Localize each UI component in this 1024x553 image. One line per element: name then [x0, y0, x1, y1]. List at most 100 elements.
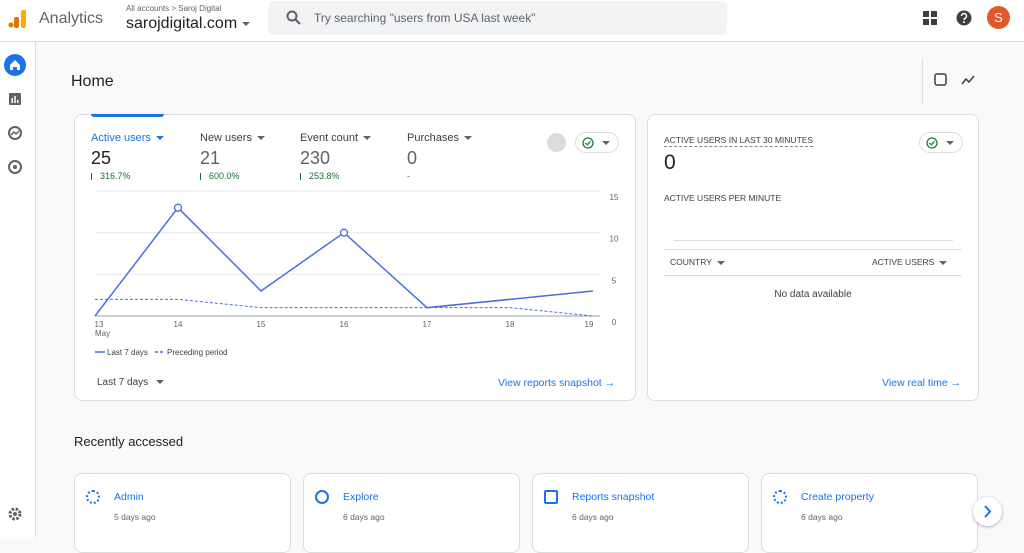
metric-change: -	[407, 171, 410, 181]
column-header[interactable]: COUNTRY	[670, 257, 725, 267]
caret	[939, 260, 948, 265]
label: Event count	[300, 132, 359, 144]
insights-icon[interactable]	[547, 133, 566, 152]
link-text: View reports snapshot	[498, 377, 602, 389]
help-icon[interactable]	[956, 10, 972, 26]
x-tick-label: 15	[257, 320, 266, 329]
recent-time: 5 days ago	[114, 512, 156, 522]
search-icon	[286, 10, 301, 25]
logo	[8, 10, 26, 28]
metric-value: 230	[300, 148, 331, 168]
recent-name: Create property	[801, 491, 874, 503]
x-month-label: May	[95, 329, 110, 338]
x-tick-label: 14	[174, 320, 183, 329]
recent-name: Reports snapshot	[572, 491, 655, 503]
metric-change: 316.7%	[91, 171, 164, 181]
metric[interactable]: Purchases 0 -	[407, 132, 472, 181]
col: COUNTRY	[670, 257, 712, 267]
realtime-subtitle: ACTIVE USERS PER MINUTE	[664, 193, 782, 203]
chevron	[984, 505, 992, 518]
metric-label: Event count	[300, 132, 372, 144]
check-icon	[582, 137, 594, 149]
avatar[interactable]: S	[987, 6, 1010, 29]
x-tick-label: 13	[95, 320, 104, 329]
label: New users	[200, 132, 252, 144]
status-chip[interactable]	[919, 132, 963, 153]
realtime-link[interactable]: View real time →	[882, 377, 962, 389]
realtime-title: ACTIVE USERS IN LAST 30 MINUTES	[664, 135, 814, 147]
search-box[interactable]	[268, 1, 727, 35]
series-line	[95, 298, 594, 317]
y-tick-label: 10	[610, 235, 619, 244]
caret	[155, 136, 164, 141]
column-header[interactable]: ACTIVE USERS	[872, 257, 948, 267]
metric[interactable]: Event count 230 253.8%	[300, 132, 372, 181]
caret	[946, 141, 954, 145]
date-range[interactable]: Last 7 days	[97, 377, 165, 388]
metric-change: 253.8%	[300, 171, 371, 181]
recent-time: 6 days ago	[572, 512, 614, 522]
divider	[922, 58, 923, 103]
metric-value: 0	[407, 148, 418, 168]
baseline	[674, 240, 953, 241]
settings-icon[interactable]	[7, 506, 23, 522]
apps-icon[interactable]	[923, 11, 937, 25]
x-tick-label: 18	[506, 320, 515, 329]
check-icon	[926, 137, 938, 149]
caret	[363, 136, 372, 141]
date-range-label: Last 7 days	[97, 377, 149, 388]
recent-name: Explore	[343, 491, 379, 503]
legend-label: Preceding period	[167, 348, 227, 357]
tab-indicator	[91, 114, 164, 117]
status-chip[interactable]	[575, 132, 619, 153]
legend-label: Last 7 days	[107, 348, 148, 357]
metric[interactable]: Active users 25 316.7%	[91, 132, 164, 181]
caret	[602, 141, 610, 145]
caret	[256, 136, 265, 141]
toolbar-icons[interactable]	[934, 73, 980, 87]
label: Active users	[91, 132, 151, 144]
y-tick-label: 5	[612, 276, 617, 285]
metric-value: 21	[200, 148, 221, 168]
y-tick-label: 15	[610, 193, 619, 202]
property-picker[interactable]: sarojdigital.com	[126, 15, 251, 33]
account[interactable]: Saroj Digital	[178, 4, 222, 13]
admin-icon	[86, 490, 100, 504]
caret	[463, 136, 472, 141]
recent-time: 6 days ago	[801, 512, 843, 522]
page: Analytics All accounts > Saroj Digital s…	[0, 0, 1024, 537]
link-text: View real time	[882, 377, 948, 389]
page-title: Home	[71, 73, 114, 90]
reports-icon	[544, 490, 558, 504]
table-rule	[664, 275, 962, 276]
caret	[716, 260, 725, 265]
overview-card	[74, 114, 636, 401]
x-tick-label: 19	[585, 320, 594, 329]
realtime-value: 0	[664, 151, 676, 174]
metric-value: 25	[91, 148, 112, 168]
x-tick-label: 16	[340, 320, 349, 329]
table-rule	[664, 249, 962, 250]
metric[interactable]: New users 21 600.0%	[200, 132, 265, 181]
sidebar	[0, 42, 36, 537]
point-marker	[339, 228, 349, 237]
col: ACTIVE USERS	[872, 257, 935, 267]
property-icon	[773, 490, 787, 504]
explore-icon	[315, 490, 329, 504]
snapshot-link[interactable]: View reports snapshot →	[498, 377, 616, 389]
next-button[interactable]	[973, 497, 1002, 526]
nav-icons[interactable]	[3, 53, 29, 193]
breadcrumb-root[interactable]: All accounts	[126, 4, 170, 13]
metric-label: Purchases	[407, 132, 472, 144]
caret	[242, 21, 251, 26]
realtime-card	[647, 114, 979, 401]
metric-label: New users	[200, 132, 265, 144]
y-tick-label: 0	[612, 318, 617, 327]
metric-change: 600.0%	[200, 171, 265, 181]
point-marker	[173, 203, 183, 212]
series-line	[94, 206, 594, 317]
recent-time: 6 days ago	[343, 512, 385, 522]
metric-label: Active users	[91, 132, 164, 144]
breadcrumb[interactable]: All accounts > Saroj Digital	[126, 4, 222, 13]
chart: 0 5 10 15 13 14 15 16 17 18 19 May Last 7 days Preced…	[94, 190, 619, 357]
